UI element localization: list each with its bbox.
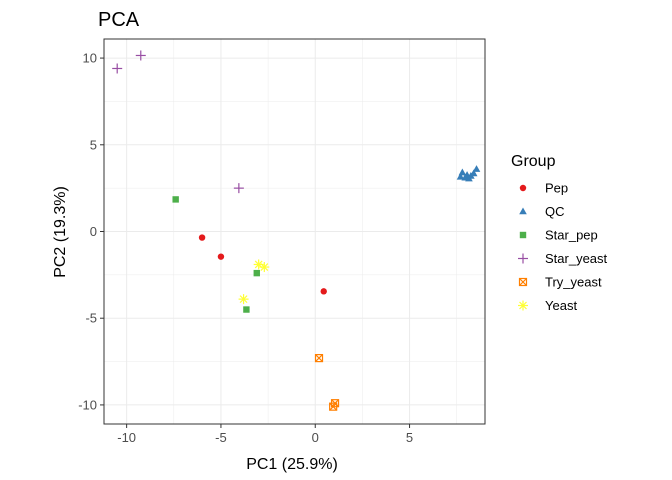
data-point-star-pep: [243, 306, 250, 313]
chart-title: PCA: [98, 9, 140, 31]
data-point-qc: [472, 165, 481, 172]
data-point-star-yeast: [135, 50, 146, 61]
data-point-pep: [320, 288, 327, 295]
data-point-try-yeast: [330, 399, 340, 408]
legend-label: QC: [545, 204, 565, 219]
legend-label: Star_yeast: [545, 251, 608, 266]
legend-title: Group: [511, 153, 556, 170]
data-point-qc: [456, 172, 465, 180]
legend: Group Pep QC Star_pep Star_yeast Try_yeast Ye…: [511, 153, 608, 313]
x-tick-label: 5: [406, 430, 413, 445]
legend-key-try-yeast: [518, 277, 528, 287]
data-point-yeast: [259, 262, 270, 273]
grid-lines: [104, 39, 485, 424]
y-tick-label: 0: [90, 224, 97, 239]
y-tick-label: 5: [90, 137, 97, 152]
x-tick-label: -5: [215, 430, 227, 445]
axis-ticks: -10 -5 0 5 -10 -5 0 5 10: [78, 51, 413, 445]
data-point-qc: [469, 169, 478, 177]
legend-label: Yeast: [545, 298, 577, 313]
data-point-star-pep: [253, 269, 260, 277]
legend-key-star-yeast: [518, 253, 528, 264]
x-tick-label: 0: [312, 430, 319, 445]
data-point-yeast: [238, 294, 249, 305]
data-point-pep: [198, 234, 206, 241]
legend-label: Star_pep: [545, 228, 598, 243]
legend-label: Pep: [545, 181, 568, 196]
legend-key-star-pep: [519, 231, 527, 239]
y-axis-title: PC2 (19.3%): [52, 186, 69, 278]
x-tick-label: -10: [117, 430, 136, 445]
data-points: [112, 50, 481, 411]
data-point-star-yeast: [112, 63, 123, 74]
data-point-try-yeast: [314, 353, 324, 363]
y-tick-label: 10: [83, 51, 97, 66]
data-point-pep: [217, 253, 225, 260]
legend-key-yeast: [518, 300, 528, 311]
x-axis-title: PC1 (25.9%): [246, 456, 338, 473]
legend-key-qc: [519, 207, 527, 215]
data-point-star-yeast: [233, 183, 244, 194]
legend-label: Try_yeast: [545, 275, 602, 290]
y-tick-label: -10: [78, 397, 97, 412]
data-point-star-pep: [172, 196, 179, 203]
data-point-qc: [458, 168, 467, 176]
legend-key-pep: [519, 184, 527, 192]
y-tick-label: -5: [85, 311, 97, 326]
